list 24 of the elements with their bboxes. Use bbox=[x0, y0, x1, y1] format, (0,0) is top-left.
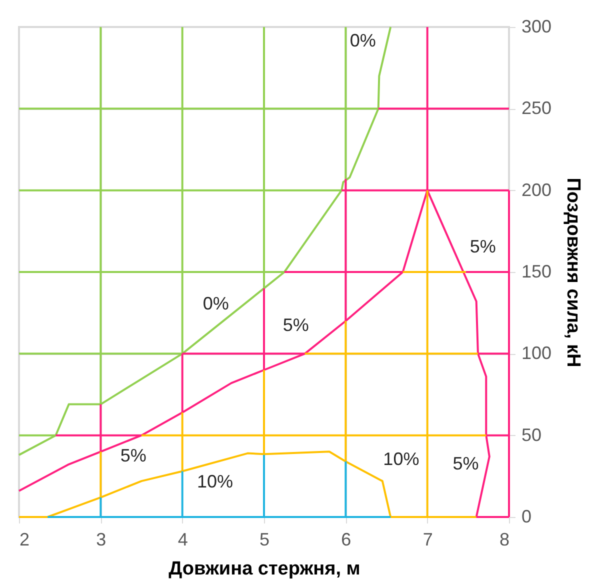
x-tick-label: 8 bbox=[499, 530, 510, 550]
x-tick-label: 4 bbox=[178, 530, 188, 550]
y-tick-label: 150 bbox=[522, 262, 552, 282]
annotation: 5% bbox=[282, 314, 309, 335]
x-tick-label: 6 bbox=[341, 530, 352, 550]
y-tick-label: 250 bbox=[522, 98, 552, 118]
annotation: 5% bbox=[452, 454, 479, 474]
annotation: 10% bbox=[196, 472, 234, 492]
y-tick-label: 0 bbox=[522, 506, 532, 526]
x-tick-label: 7 bbox=[422, 530, 433, 550]
x-axis-title: Довжина стержня, м bbox=[168, 558, 360, 580]
x-tick-label: 5 bbox=[259, 530, 270, 550]
x-tick-label: 2 bbox=[20, 530, 30, 550]
annotation: 5% bbox=[470, 236, 496, 256]
annotation: 5% bbox=[120, 446, 146, 466]
y-tick-label: 50 bbox=[522, 424, 542, 445]
y-tick-label: 200 bbox=[522, 180, 552, 200]
x-tick-label: 3 bbox=[96, 530, 106, 550]
y-tick-label: 300 bbox=[522, 16, 552, 36]
annotation: 0% bbox=[350, 30, 376, 51]
annotation: 10% bbox=[383, 448, 420, 469]
y-axis-title: Поздовжня сила, кН bbox=[562, 178, 584, 368]
y-tick-label: 100 bbox=[522, 343, 552, 364]
annotation: 0% bbox=[202, 294, 229, 314]
